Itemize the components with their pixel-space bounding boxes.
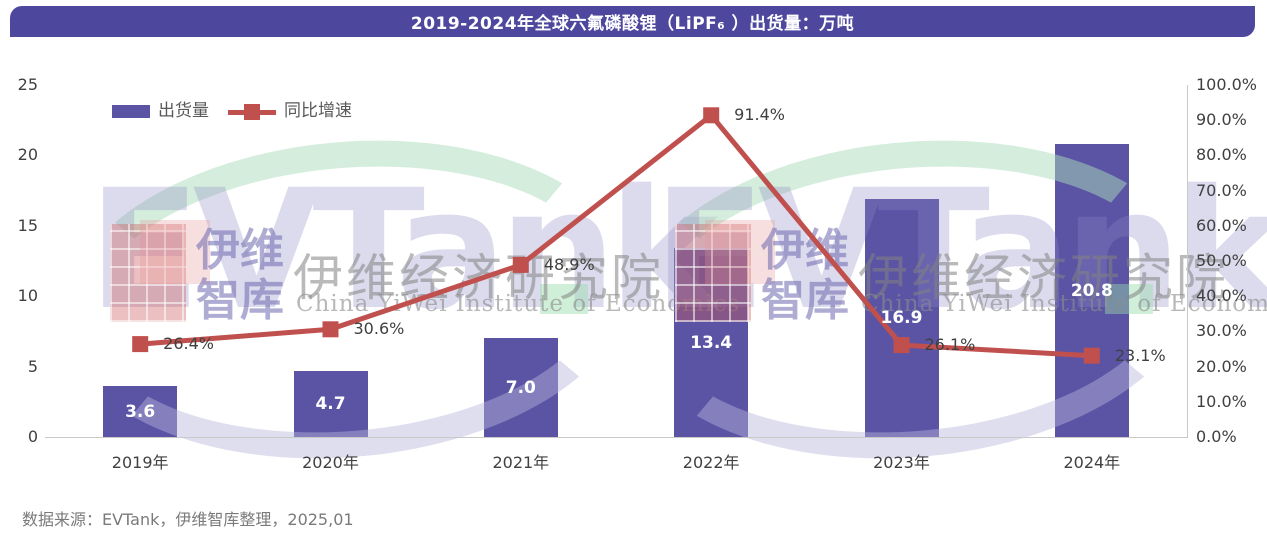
line-marker-2019年 bbox=[132, 336, 149, 353]
bar-value-label-2023年: 16.9 bbox=[880, 308, 923, 329]
bar-2024年 bbox=[1054, 144, 1129, 437]
bar-value-label-2024年: 20.8 bbox=[1070, 280, 1113, 301]
bar-2020年 bbox=[293, 370, 368, 437]
x-axis-label-2019年: 2019年 bbox=[111, 453, 169, 472]
left-axis-tick-10: 10 bbox=[17, 286, 38, 306]
right-axis-tick-30.0%: 30.0% bbox=[1196, 321, 1247, 341]
left-axis-tick-25: 25 bbox=[17, 75, 38, 94]
right-axis-tick-70.0%: 70.0% bbox=[1196, 180, 1247, 200]
line-value-label-2020年: 30.6% bbox=[353, 319, 405, 339]
right-axis-tick-90.0%: 90.0% bbox=[1196, 110, 1247, 130]
bar-value-label-2019年: 3.6 bbox=[125, 401, 156, 422]
left-axis-tick-15: 15 bbox=[17, 215, 38, 235]
right-axis-tick-50.0%: 50.0% bbox=[1196, 251, 1247, 270]
line-marker-2020年 bbox=[322, 321, 339, 338]
x-axis-label-2021年: 2021年 bbox=[492, 453, 550, 472]
x-axis-label-2020年: 2020年 bbox=[302, 453, 359, 472]
right-axis-tick-100.0%: 100.0% bbox=[1196, 75, 1258, 94]
right-axis-tick-60.0%: 60.0% bbox=[1196, 215, 1247, 235]
right-axis-tick-10.0%: 10.0% bbox=[1196, 391, 1247, 411]
left-axis-tick-0: 0 bbox=[27, 427, 38, 446]
line-value-label-2019年: 26.4% bbox=[163, 334, 214, 354]
line-value-label-2022年: 91.4% bbox=[734, 105, 785, 125]
x-axis-label-2024年: 2024年 bbox=[1063, 453, 1121, 472]
line-marker-2022年 bbox=[703, 107, 720, 124]
line-value-label-2024年: 23.1% bbox=[1114, 345, 1166, 365]
right-axis-tick-0.0%: 0.0% bbox=[1196, 427, 1237, 446]
bar-value-label-2020年: 4.7 bbox=[315, 393, 346, 414]
left-axis-tick-20: 20 bbox=[17, 145, 38, 165]
bar-2019年 bbox=[103, 386, 178, 437]
line-marker-2021年 bbox=[512, 256, 529, 273]
bar-2021年 bbox=[483, 338, 558, 437]
line-value-label-2023年: 26.1% bbox=[924, 335, 976, 355]
bar-value-label-2022年: 13.4 bbox=[690, 332, 733, 353]
line-value-label-2021年: 48.9% bbox=[543, 254, 595, 274]
x-axis-label-2023年: 2023年 bbox=[873, 453, 930, 472]
growth-line bbox=[140, 111, 1092, 359]
line-marker-2023年 bbox=[893, 337, 910, 354]
x-axis-label-2022年: 2022年 bbox=[682, 453, 740, 472]
right-axis-tick-40.0%: 40.0% bbox=[1196, 286, 1247, 306]
left-axis-tick-5: 5 bbox=[27, 356, 38, 376]
line-marker-2024年 bbox=[1083, 347, 1100, 364]
right-axis-tick-80.0%: 80.0% bbox=[1196, 145, 1247, 165]
bar-value-label-2021年: 7.0 bbox=[505, 377, 536, 398]
right-axis-tick-20.0%: 20.0% bbox=[1196, 356, 1247, 376]
